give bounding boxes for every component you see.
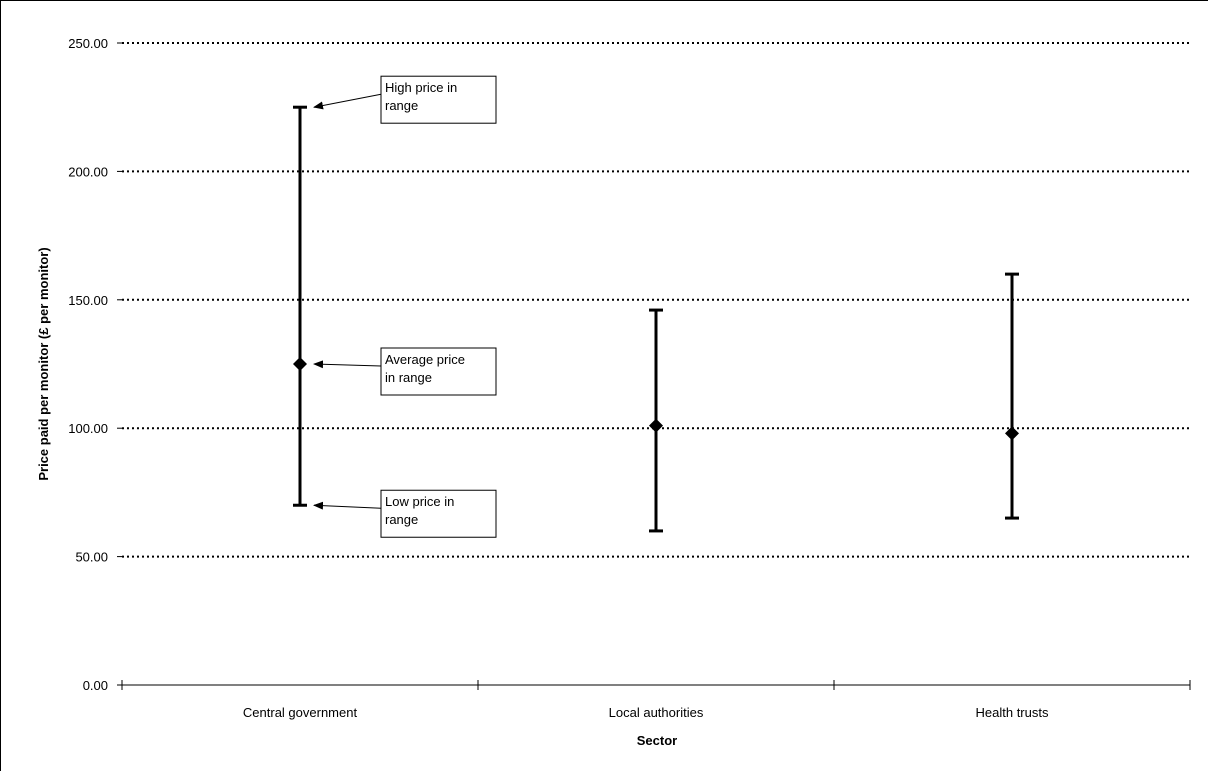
y-axis-title: Price paid per monitor (£ per monitor): [36, 247, 51, 480]
x-tick-label: Local authorities: [609, 705, 704, 720]
callout-arrow: [313, 360, 382, 369]
average-price-marker: [1005, 426, 1019, 441]
callout-text: range: [385, 98, 418, 113]
average-price-marker: [293, 357, 307, 371]
average-price-marker: [649, 418, 663, 433]
callouts: High price in range Average price in range L…: [313, 75, 497, 538]
callout-box: [380, 347, 497, 396]
y-tick-label: 100.00: [68, 421, 108, 436]
callout-text: in range: [385, 370, 432, 385]
callout-box: [380, 489, 497, 538]
callout-text: High price in: [385, 80, 457, 95]
x-tick-label: Central government: [243, 705, 358, 720]
x-axis-title: Sector: [637, 733, 677, 748]
y-tick-label: 50.00: [75, 550, 108, 565]
callout-text: Average price: [385, 352, 465, 367]
axes: 0.00 50.00 100.00 150.00 200.00 250.00 Central…: [68, 36, 1191, 720]
y-tick-label: 0.00: [83, 678, 108, 693]
y-tick-label: 200.00: [68, 164, 108, 179]
callout-box: [380, 75, 497, 124]
callout-text: range: [385, 512, 418, 527]
data-marks: [293, 105, 1019, 533]
callout-text: Low price in: [385, 494, 454, 509]
y-tick-label: 250.00: [68, 36, 108, 51]
callout-arrow: [313, 93, 382, 110]
x-tick-label: Health trusts: [976, 705, 1049, 720]
callout-arrow: [313, 501, 382, 510]
y-tick-label: 150.00: [68, 293, 108, 308]
